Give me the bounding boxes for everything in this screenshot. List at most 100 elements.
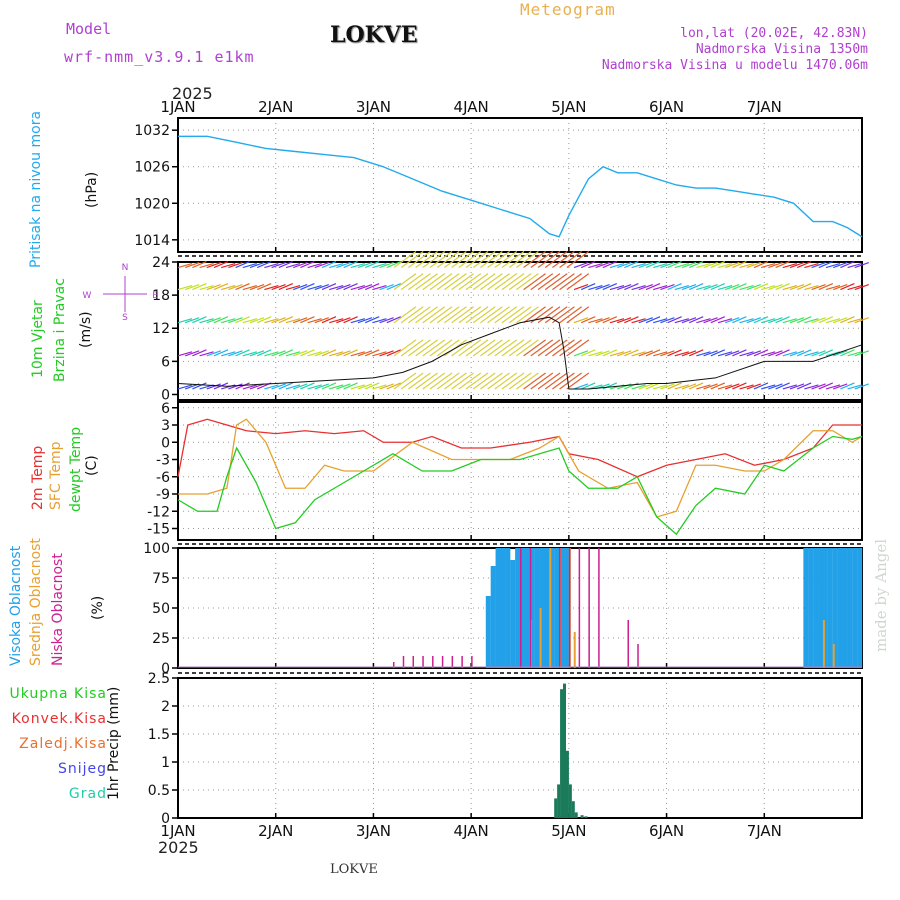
wind-barb [660, 284, 675, 291]
y-tick-label: 0 [161, 387, 170, 403]
wind-barb [292, 261, 308, 269]
wind-barb [285, 384, 301, 390]
wind-barb [638, 350, 654, 357]
wind-barb [768, 317, 783, 324]
wind-barb [300, 316, 315, 324]
wind-barb [400, 251, 424, 269]
wind-barb [825, 285, 841, 291]
wind-barb [552, 306, 575, 324]
wind-barb [631, 384, 646, 390]
wind-barb [523, 372, 546, 390]
wind-barb [724, 317, 740, 324]
year-bottom: 2025 [158, 838, 199, 857]
wind-barb [660, 317, 675, 324]
wind-barb [681, 350, 697, 357]
elevation-label: Nadmorska Visina 1350m [695, 42, 868, 57]
wind-barb [451, 306, 474, 324]
precip-bar [557, 784, 561, 818]
cloud-bar [510, 560, 516, 668]
cloud-bar [495, 548, 501, 668]
wind-barb [264, 285, 279, 291]
wind-barb [746, 261, 762, 269]
wind-barb [444, 306, 467, 324]
wind-barb [516, 273, 539, 291]
wind-barb [660, 261, 675, 269]
wind-barb [847, 318, 862, 324]
wind-barb [674, 384, 689, 390]
wind-barb [465, 372, 489, 390]
wind-barb [580, 316, 596, 324]
wind-barb [350, 318, 365, 324]
wind-barb [775, 283, 790, 291]
wind-barb [789, 284, 805, 291]
wind-barb [408, 273, 431, 291]
wind-barb [595, 350, 610, 357]
wind-barb [854, 317, 870, 324]
year-top: 2025 [172, 84, 213, 103]
x-label-bottom: 3JAN [356, 822, 391, 840]
wind-barb [544, 372, 568, 390]
wind-barb [530, 251, 554, 269]
wind-barb [796, 316, 812, 324]
wind-barb [667, 382, 682, 390]
y-tick-label: -6 [156, 470, 170, 486]
panel-frame [177, 261, 863, 401]
cloud-bar [520, 548, 525, 668]
wind-barb [811, 350, 826, 357]
y-tick-label: -9 [156, 487, 170, 503]
y-tick-label: 1032 [134, 123, 170, 139]
wind-barb [782, 262, 797, 269]
x-label-bottom: 1JAN [160, 822, 195, 840]
cloud-bar [598, 548, 600, 668]
wind-barb [350, 262, 365, 269]
wind-barb [732, 382, 747, 390]
wind-barb [508, 273, 532, 291]
wind-barb [350, 285, 365, 291]
wind-barb [559, 273, 582, 291]
wind-barb [472, 273, 496, 291]
wind-barb [393, 339, 417, 357]
wind-barb [645, 260, 661, 269]
model-elevation-label: Nadmorska Visina u modelu 1470.06m [601, 58, 868, 73]
wind-barb [602, 316, 618, 324]
wind-barb [228, 383, 243, 390]
y-tick-label: 24 [152, 255, 170, 271]
pressure-line [178, 135, 863, 238]
wind-barb [184, 284, 200, 291]
wind-barb [422, 273, 446, 291]
wind-barb [616, 350, 632, 357]
y-tick-label: 1014 [134, 233, 170, 249]
wind-barb [256, 260, 272, 269]
wind-barb [329, 318, 344, 324]
cloud-bar [827, 548, 833, 668]
wind-barb [386, 283, 402, 291]
wind-barb [264, 318, 279, 324]
wind-barb [213, 349, 229, 357]
wind-barb [321, 349, 337, 357]
wind-barb [681, 317, 697, 324]
x-label-top: 7JAN [747, 98, 782, 116]
wind-barb [357, 261, 373, 269]
wind-barb [192, 316, 207, 324]
wind-barb [688, 349, 704, 357]
wind-barb [552, 372, 575, 390]
wind-barb [285, 285, 301, 291]
wind-barb [472, 372, 496, 390]
wind-barb [458, 339, 482, 357]
wind-barb [249, 383, 265, 390]
wind-barb [329, 351, 344, 357]
wind-barb [329, 262, 344, 269]
wind-barb [688, 316, 704, 324]
wind-barb [256, 316, 272, 324]
wind-barb [832, 261, 848, 269]
wind-barb [847, 384, 862, 390]
wind-barb [559, 251, 582, 269]
wind-barb [278, 316, 294, 324]
wind-barb [544, 306, 568, 324]
wind-barb [566, 251, 590, 269]
station-title: LOKVE [330, 22, 418, 48]
cloud-bar [818, 548, 824, 668]
wind-barb [516, 306, 539, 324]
wind-barb [796, 382, 812, 390]
wind-barb [235, 349, 250, 357]
